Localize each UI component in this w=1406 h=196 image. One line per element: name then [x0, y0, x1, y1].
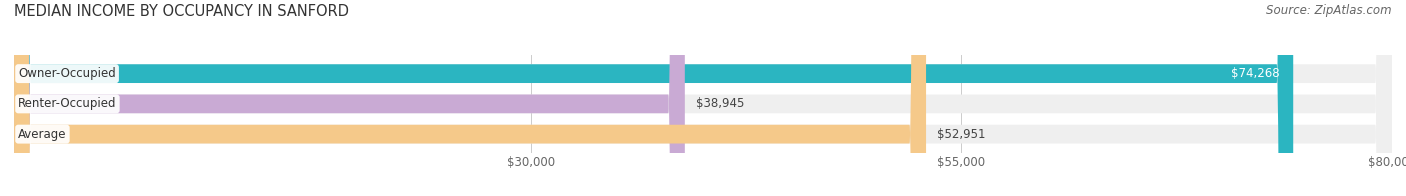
FancyBboxPatch shape	[14, 0, 927, 196]
Text: Average: Average	[18, 128, 66, 141]
Text: $74,268: $74,268	[1230, 67, 1279, 80]
FancyBboxPatch shape	[14, 0, 1392, 196]
FancyBboxPatch shape	[14, 0, 1294, 196]
Text: Owner-Occupied: Owner-Occupied	[18, 67, 115, 80]
Text: MEDIAN INCOME BY OCCUPANCY IN SANFORD: MEDIAN INCOME BY OCCUPANCY IN SANFORD	[14, 4, 349, 19]
FancyBboxPatch shape	[14, 0, 685, 196]
Text: $52,951: $52,951	[936, 128, 986, 141]
Text: Source: ZipAtlas.com: Source: ZipAtlas.com	[1267, 4, 1392, 17]
FancyBboxPatch shape	[14, 0, 1392, 196]
Text: $38,945: $38,945	[696, 97, 744, 110]
FancyBboxPatch shape	[14, 0, 1392, 196]
Text: Renter-Occupied: Renter-Occupied	[18, 97, 117, 110]
